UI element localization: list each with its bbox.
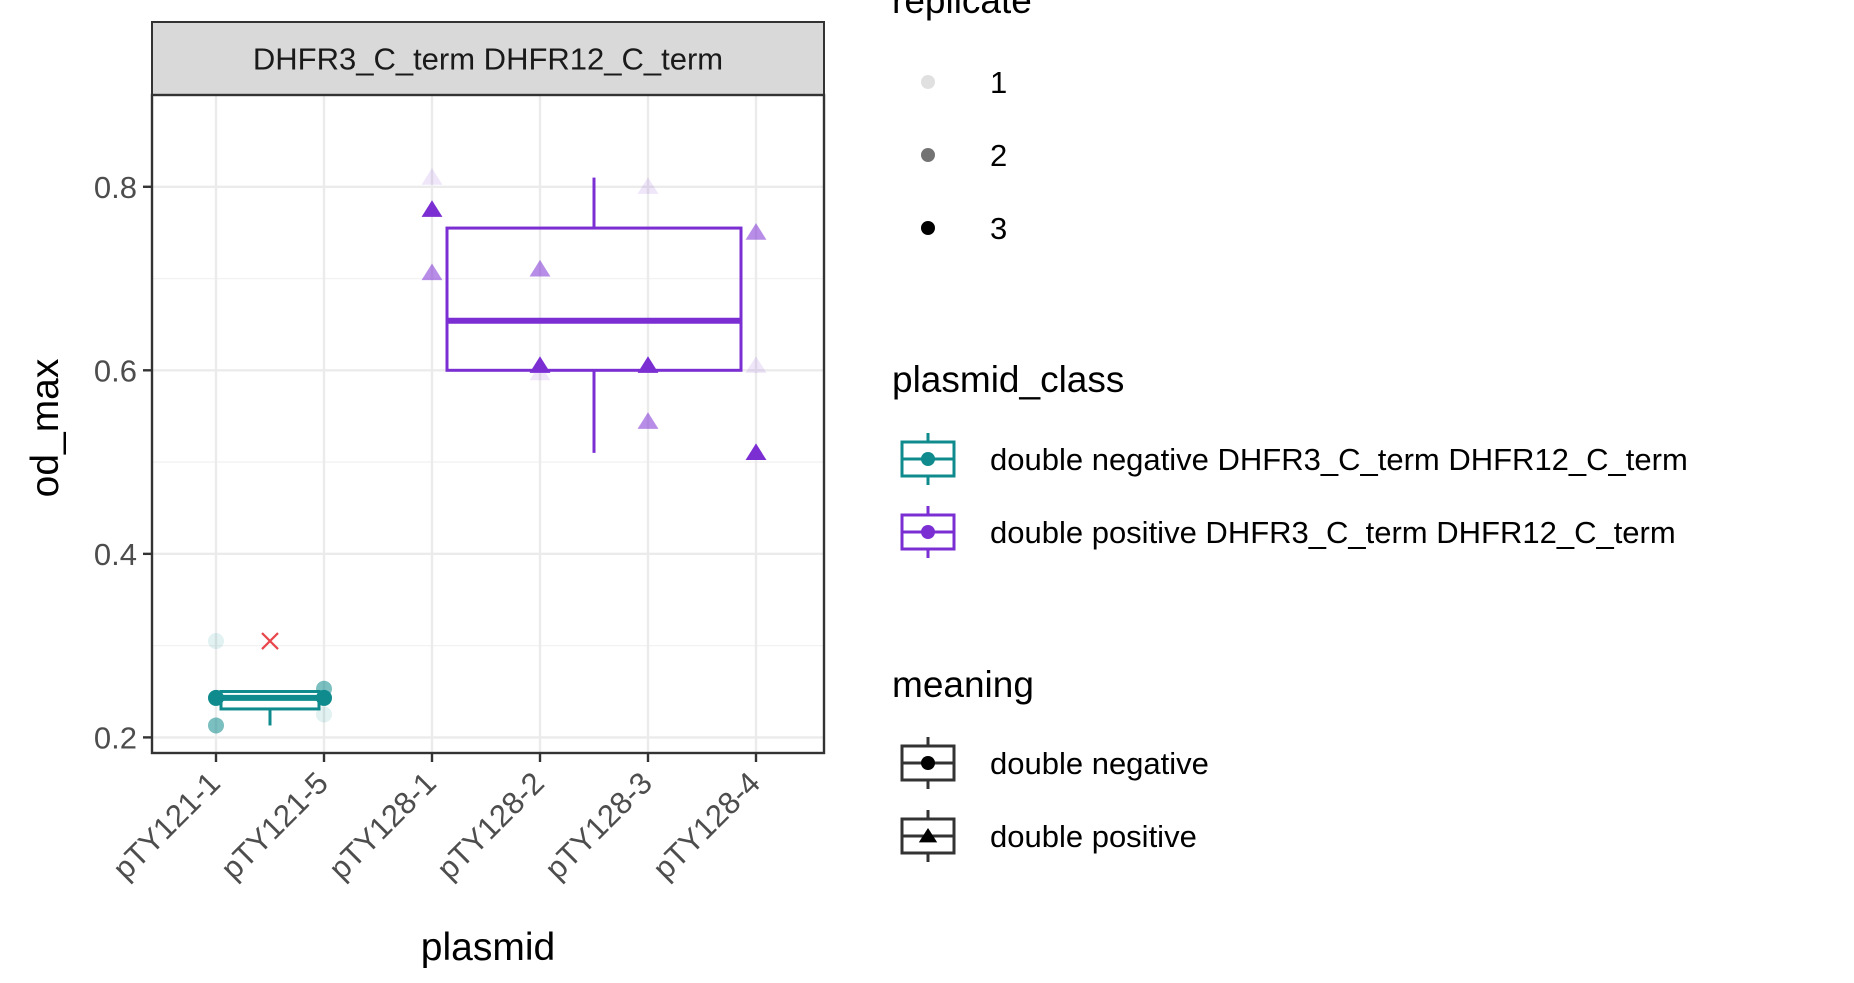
data-point-triangle bbox=[637, 177, 659, 194]
panel-border bbox=[150, 93, 826, 755]
x-tick-label: pTY128-4 bbox=[646, 765, 767, 886]
data-point-circle bbox=[208, 717, 224, 734]
legend-key-point bbox=[921, 525, 935, 539]
data-point-triangle bbox=[637, 412, 659, 429]
x-tick-label: pTY121-5 bbox=[214, 765, 335, 886]
outlier-layer bbox=[261, 632, 279, 650]
data-point-circle bbox=[316, 689, 332, 706]
x-axis: pTY121-1pTY121-5pTY128-1pTY128-2pTY128-3… bbox=[106, 753, 767, 886]
panel-outline bbox=[150, 93, 826, 755]
y-axis: 0.2 0.4 0.6 0.8 bbox=[94, 170, 152, 755]
facet-strip-background bbox=[151, 21, 825, 96]
data-point-triangle bbox=[745, 356, 767, 373]
x-tick-label: pTY128-1 bbox=[322, 765, 443, 886]
x-axis-title: plasmid bbox=[421, 926, 555, 969]
legend-key-replicate bbox=[921, 75, 935, 89]
legend-title-replicate: replicate bbox=[892, 0, 1032, 21]
data-point-circle bbox=[208, 689, 224, 706]
legend-key-replicate bbox=[921, 148, 935, 162]
legend-key-point bbox=[921, 452, 935, 466]
y-tick-label: 0.4 bbox=[94, 537, 137, 572]
y-axis-title: od_max bbox=[24, 358, 67, 497]
outlier-marker bbox=[261, 632, 279, 650]
legend-label-meaning: double positive bbox=[990, 819, 1197, 854]
data-point-triangle bbox=[421, 168, 443, 185]
legend-label-replicate: 2 bbox=[990, 138, 1007, 173]
legend-label-plasmid-class: double negative DHFR3_C_term DHFR12_C_te… bbox=[990, 442, 1688, 477]
data-point-triangle bbox=[421, 200, 443, 217]
data-point-triangle bbox=[421, 263, 443, 281]
data-point-triangle bbox=[529, 259, 551, 277]
data-point-triangle bbox=[745, 223, 767, 240]
box-body bbox=[445, 226, 743, 372]
legend-title-meaning: meaning bbox=[892, 664, 1034, 705]
data-point-triangle bbox=[529, 356, 551, 373]
legend-title-plasmid-class: plasmid_class bbox=[892, 359, 1124, 400]
x-tick-label: pTY128-2 bbox=[430, 765, 551, 886]
data-point-circle bbox=[316, 706, 332, 723]
legend-key-point bbox=[921, 756, 935, 770]
plot-panel bbox=[152, 95, 824, 753]
data-point-circle bbox=[208, 633, 224, 650]
data-point-triangle bbox=[637, 356, 659, 373]
y-tick-label: 0.6 bbox=[94, 353, 137, 388]
panel-background bbox=[152, 95, 824, 753]
legend-key-replicate bbox=[921, 221, 935, 235]
facet-strip: DHFR3_C_term DHFR12_C_term bbox=[151, 21, 825, 96]
facet-label: DHFR3_C_term DHFR12_C_term bbox=[253, 42, 723, 77]
legend-key-point bbox=[918, 828, 938, 843]
x-tick-label: pTY128-3 bbox=[538, 765, 659, 886]
legend-label-meaning: double negative bbox=[990, 746, 1209, 781]
legend-label-replicate: 1 bbox=[990, 65, 1007, 100]
y-tick-label: 0.8 bbox=[94, 170, 137, 205]
box-layer bbox=[219, 177, 743, 726]
x-tick-label: pTY121-1 bbox=[106, 765, 227, 886]
legend-label-replicate: 3 bbox=[990, 211, 1007, 246]
legend-label-plasmid-class: double positive DHFR3_C_term DHFR12_C_te… bbox=[990, 515, 1676, 550]
data-point-triangle bbox=[529, 363, 551, 381]
point-layer bbox=[208, 168, 767, 734]
y-tick-label: 0.2 bbox=[94, 720, 137, 755]
data-point-triangle bbox=[745, 443, 767, 461]
